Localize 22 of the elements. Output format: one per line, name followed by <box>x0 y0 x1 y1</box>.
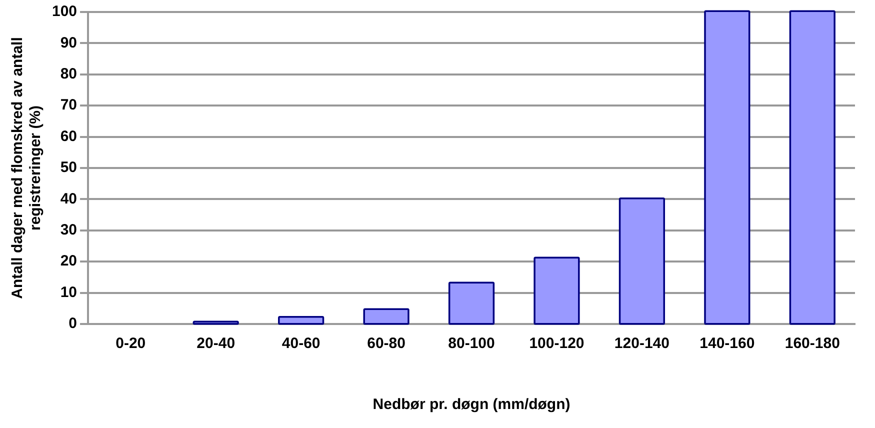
y-tick-label: 10 <box>60 284 78 301</box>
y-tick-label: 50 <box>60 159 78 176</box>
y-tick-label: 60 <box>60 128 78 145</box>
x-tick-label: 140-160 <box>700 335 755 352</box>
y-axis-title: Antall dager med flomskred av antall registreringer (%) <box>9 37 44 299</box>
y-tick-label: 30 <box>60 222 78 239</box>
x-axis-title: Nedbør pr. døgn (mm/døgn) <box>372 396 570 414</box>
x-tick-label: 160-180 <box>784 335 840 352</box>
y-tick-label: 0 <box>68 315 78 332</box>
x-tick-label: 80-100 <box>448 335 495 352</box>
x-tick-label: 120-140 <box>614 335 670 352</box>
y-tick-label: 40 <box>60 190 78 208</box>
x-tick-label: 60-80 <box>367 335 406 352</box>
x-tick-label: 100-120 <box>529 335 584 352</box>
y-tick-label: 90 <box>60 34 78 52</box>
y-tick-label: 70 <box>60 96 78 114</box>
y-tick-label: 100 <box>52 3 78 20</box>
x-tick-label: 0-20 <box>116 335 146 352</box>
y-tick-label: 20 <box>60 252 78 270</box>
x-tick-label: 40-60 <box>282 335 320 352</box>
y-tick-label: 80 <box>60 66 78 83</box>
x-tick-label: 20-40 <box>196 335 236 352</box>
